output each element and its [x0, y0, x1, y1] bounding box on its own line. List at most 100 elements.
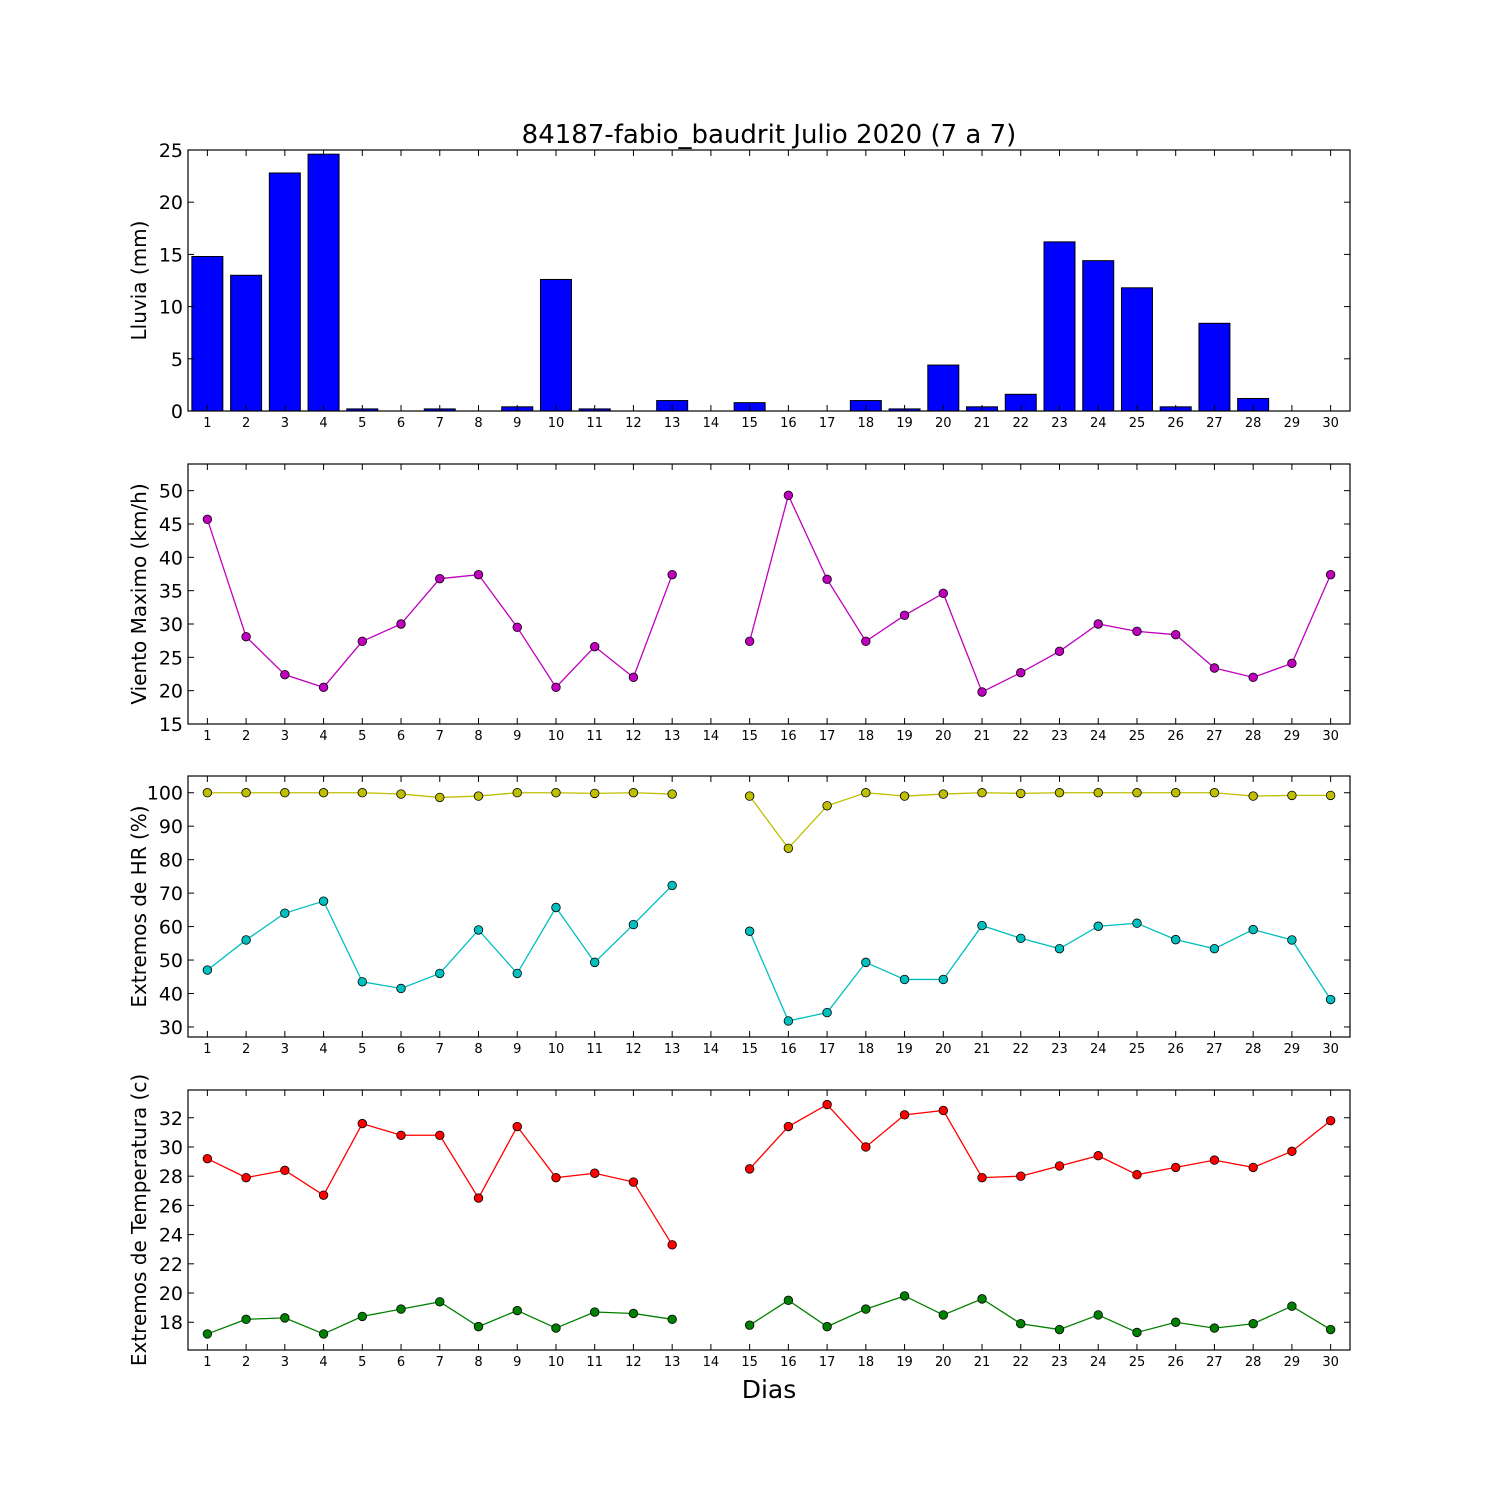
point-day-6 — [396, 1130, 406, 1140]
x-tick-label: 12 — [625, 729, 642, 744]
point-day-30 — [1325, 1115, 1336, 1126]
x-tick-label: 29 — [1284, 1042, 1301, 1057]
bar-day-4 — [307, 153, 340, 412]
point-day-9 — [512, 1121, 522, 1132]
x-tick-label: 15 — [741, 729, 758, 744]
x-tick-label: 9 — [513, 1042, 521, 1057]
x-tick-label: 11 — [586, 1355, 603, 1370]
x-tick-label: 29 — [1284, 729, 1301, 744]
series-1-line-2 — [749, 493, 1332, 693]
x-tick-label: 10 — [548, 1355, 565, 1370]
x-tick-label: 5 — [358, 729, 366, 744]
point-day-5 — [357, 1311, 368, 1322]
x-tick-label: 3 — [281, 416, 289, 431]
point-day-30 — [1325, 994, 1336, 1005]
point-day-17 — [822, 574, 832, 585]
point-day-13 — [667, 1314, 677, 1325]
x-tick-label: 30 — [1322, 1042, 1339, 1057]
point-day-28 — [1248, 1162, 1258, 1173]
point-day-7 — [435, 1130, 445, 1140]
point-day-17 — [822, 1007, 832, 1018]
x-tick-label: 10 — [548, 1042, 565, 1057]
point-day-12 — [628, 1177, 639, 1187]
x-tick-label: 14 — [703, 1355, 720, 1370]
x-tick-label: 13 — [664, 1355, 681, 1370]
x-tick-label: 11 — [586, 729, 603, 744]
x-tick-label: 1 — [203, 729, 211, 744]
x-tick-label: 2 — [242, 1042, 250, 1057]
point-day-6 — [396, 983, 406, 994]
bar-day-24 — [1082, 260, 1115, 412]
point-day-23 — [1054, 788, 1065, 798]
x-tick-label: 15 — [741, 416, 758, 431]
point-day-4 — [318, 1190, 329, 1200]
y-tick-label: 30 — [159, 614, 183, 636]
x-tick-label: 24 — [1090, 729, 1107, 744]
point-day-28 — [1248, 924, 1258, 935]
x-tick-label: 4 — [319, 729, 327, 744]
y-tick-label: 70 — [159, 883, 183, 905]
point-day-3 — [280, 1165, 290, 1176]
series-1-line-2 — [749, 1103, 1332, 1179]
point-day-5 — [357, 1118, 368, 1129]
point-day-6 — [396, 619, 406, 629]
x-tick-label: 18 — [858, 416, 875, 431]
series-1 — [202, 788, 1336, 853]
point-day-12 — [628, 1308, 639, 1319]
point-day-10 — [551, 788, 561, 798]
point-day-15 — [744, 791, 755, 801]
point-day-23 — [1054, 1161, 1065, 1171]
point-day-15 — [744, 1164, 755, 1174]
x-tick-label: 27 — [1206, 416, 1223, 431]
x-tick-label: 2 — [242, 416, 250, 431]
y-tick-label: 32 — [159, 1108, 183, 1130]
x-tick-label: 29 — [1284, 416, 1301, 431]
series-2 — [202, 880, 1336, 1026]
point-day-20 — [938, 789, 949, 799]
point-day-18 — [861, 1304, 871, 1314]
x-tick-label: 16 — [780, 416, 797, 431]
x-tick-label: 16 — [780, 729, 797, 744]
point-day-12 — [628, 788, 639, 798]
x-tick-label: 1 — [203, 1355, 211, 1370]
point-day-28 — [1248, 672, 1258, 683]
point-day-16 — [783, 843, 794, 853]
x-tick-label: 20 — [935, 1355, 952, 1370]
point-day-1 — [202, 965, 213, 975]
point-day-27 — [1209, 943, 1220, 954]
x-tick-label: 8 — [474, 416, 482, 431]
point-day-10 — [551, 682, 561, 693]
point-day-10 — [551, 1172, 561, 1183]
x-tick-label: 5 — [358, 1042, 366, 1057]
point-day-19 — [899, 791, 910, 801]
y-tick-label: 45 — [159, 514, 183, 536]
point-day-5 — [357, 788, 368, 798]
point-day-20 — [938, 974, 949, 985]
point-day-4 — [318, 788, 329, 798]
x-tick-label: 27 — [1206, 1355, 1223, 1370]
x-tick-label: 9 — [513, 416, 521, 431]
y-tick-label: 25 — [159, 647, 183, 669]
x-tick-label: 28 — [1245, 729, 1262, 744]
point-day-30 — [1325, 790, 1336, 801]
point-day-5 — [357, 977, 368, 987]
y-tick-label: 20 — [159, 681, 183, 703]
x-tick-label: 21 — [974, 1042, 991, 1057]
point-day-17 — [822, 801, 832, 811]
x-tick-label: 2 — [242, 1355, 250, 1370]
point-day-25 — [1132, 626, 1142, 637]
point-day-3 — [280, 788, 290, 798]
series-1-line-2 — [749, 792, 1331, 850]
point-day-20 — [938, 1105, 949, 1116]
bar-day-23 — [1043, 241, 1076, 412]
x-tick-label: 7 — [436, 729, 444, 744]
point-day-18 — [861, 1142, 871, 1152]
y-tick-label: 35 — [159, 581, 183, 603]
x-tick-label: 2 — [242, 729, 250, 744]
y-tick-label: 22 — [159, 1254, 183, 1276]
x-tick-label: 22 — [1012, 1355, 1029, 1370]
y-tick-label: 30 — [159, 1017, 183, 1039]
x-tick-label: 6 — [397, 1355, 405, 1370]
